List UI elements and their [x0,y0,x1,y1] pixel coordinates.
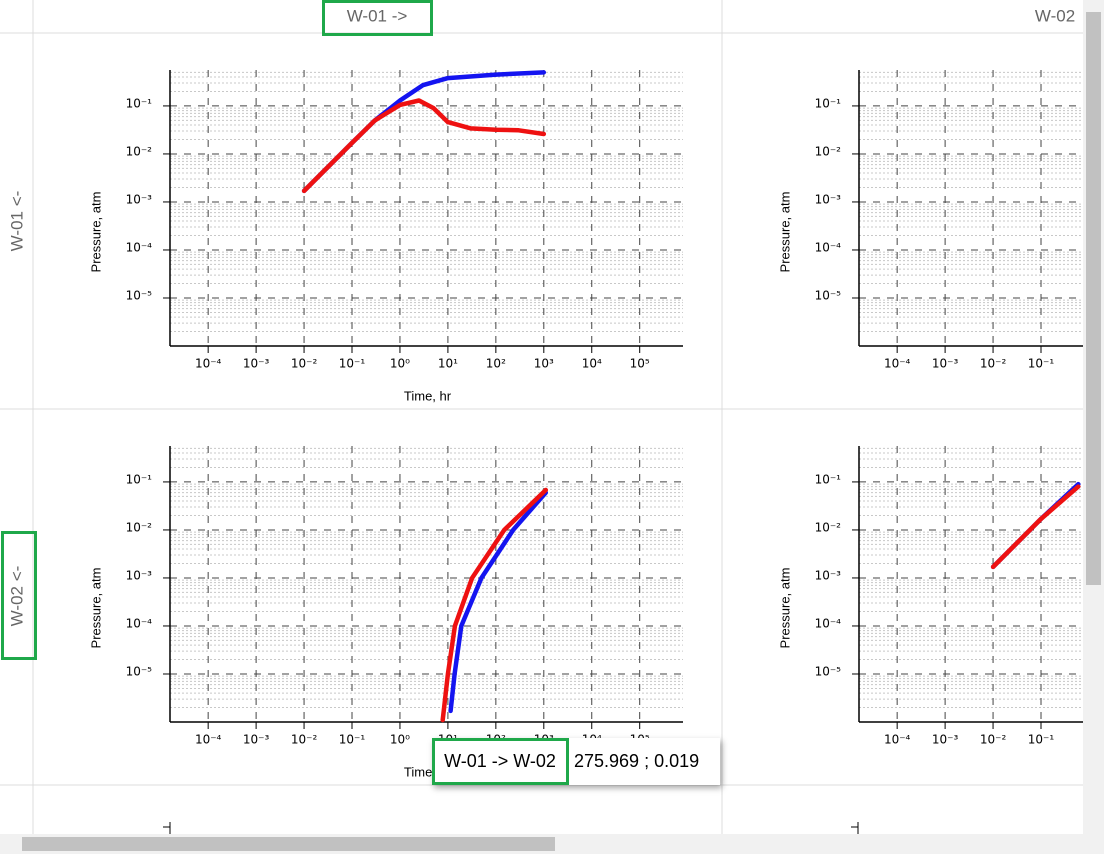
y-tick-label: 10⁻³ [815,568,842,582]
row-header[interactable]: W-02 <- [7,566,26,627]
y-axis-label: Pressure, atm [88,568,103,649]
y-tick-label: 10⁻⁴ [126,240,153,254]
data-line [990,484,1081,570]
x-tick-label: 10⁻² [291,733,318,747]
y-tick-label: 10⁻² [126,144,153,158]
x-tick-label: 10² [486,357,506,371]
x-tick-label: 10⁻³ [243,733,270,747]
x-axis-label: Time, hr [404,388,452,403]
highlight-box [1,531,37,660]
tooltip: W-01 -> W-02 275.969 ; 0.019 [432,738,720,785]
y-axis-label: Pressure, atm [88,192,103,273]
column-header[interactable]: W-02 [1035,6,1075,25]
x-tick-label: 10⁻⁴ [884,357,911,371]
y-tick-label: 10⁻⁴ [815,616,842,630]
y-tick-label: 10⁻² [815,144,842,158]
partial-row [163,822,859,834]
tooltip-text: 275.969 ; 0.019 [574,751,700,771]
x-tick-label: 10⁻¹ [1028,733,1055,747]
x-tick-label: 10⁻³ [932,357,959,371]
y-tick-label: 10⁻³ [126,192,153,206]
x-tick-label: 10⁻¹ [1028,357,1055,371]
x-tick-label: 10¹ [438,357,458,371]
data-line [448,490,549,714]
y-tick-label: 10⁻⁴ [126,616,153,630]
x-tick-label: 10⁻¹ [339,357,366,371]
y-tick-label: 10⁻¹ [126,472,153,486]
y-axis-label: Pressure, atm [777,192,792,273]
y-tick-label: 10⁻⁵ [126,288,153,302]
y-tick-label: 10⁻⁴ [815,240,842,254]
grid-view: W-01 -> W-02 W-01 <- W-02 <- 10⁻⁵ 10⁻⁴ 10⁻… [0,0,1083,834]
y-tick-label: 10⁻³ [126,568,153,582]
y-tick-label: 10⁻⁵ [126,664,153,678]
x-tick-label: 10⁻⁴ [195,357,222,371]
y-tick-label: 10⁻¹ [815,96,842,110]
chart: 10⁻⁵10⁻⁴10⁻³10⁻²10⁻¹10⁻⁴10⁻³10⁻²10⁻¹Time… [777,446,1083,747]
y-tick-label: 10⁻⁵ [815,288,842,302]
chart: 10⁻⁵10⁻⁴10⁻³10⁻²10⁻¹10⁻⁴10⁻³10⁻²10⁻¹10⁰1… [88,446,683,779]
x-tick-label: 10⁻³ [932,733,959,747]
x-tick-label: 10⁰ [390,357,410,371]
x-tick-label: 10⁻⁴ [884,733,911,747]
y-tick-label: 10⁻² [815,520,842,534]
x-tick-label: 10³ [534,357,554,371]
x-tick-label: 10⁻² [291,357,318,371]
x-tick-label: 10⁰ [390,733,410,747]
horizontal-scrollbar[interactable] [0,834,1104,854]
vertical-scrollbar[interactable] [1083,0,1104,834]
y-tick-label: 10⁻¹ [815,472,842,486]
data-line [440,487,549,723]
chart: 10⁻⁵ 10⁻⁴ 10⁻³ 10⁻² 10⁻¹ 10⁻⁴ 10⁻³ 10⁻² 10⁻¹ 10⁰ 1… [88,70,683,403]
x-tick-label: 10⁻² [980,733,1007,747]
y-axis-label: Pressure, atm [777,568,792,649]
x-tick-label: 10⁻³ [243,357,270,371]
column-header[interactable]: W-01 -> [347,6,408,25]
x-tick-label: 10⁴ [582,357,602,371]
y-tick-label: 10⁻² [126,520,153,534]
highlight-box [322,0,433,36]
highlight-box [432,738,569,785]
scroll-thumb[interactable] [22,837,555,851]
y-tick-label: 10⁻³ [815,192,842,206]
tooltip-label: W-01 -> W-02 [444,751,556,771]
x-tick-label: 10⁻² [980,357,1007,371]
row-header[interactable]: W-01 <- [7,191,26,252]
y-tick-label: 10⁻⁵ [815,664,842,678]
y-tick-label: 10⁻¹ [126,96,153,110]
scroll-thumb[interactable] [1086,12,1101,585]
data-line [301,98,547,194]
x-tick-label: 10⁻⁴ [195,733,222,747]
chart: 10⁻⁵10⁻⁴10⁻³10⁻²10⁻¹10⁻⁴10⁻³10⁻²10⁻¹Time… [777,70,1083,371]
x-tick-label: 10⁵ [630,357,650,371]
x-tick-label: 10⁻¹ [339,733,366,747]
chart-grid: W-01 -> W-02 W-01 <- W-02 <- 10⁻⁵10⁻⁴10⁻… [0,0,1083,834]
